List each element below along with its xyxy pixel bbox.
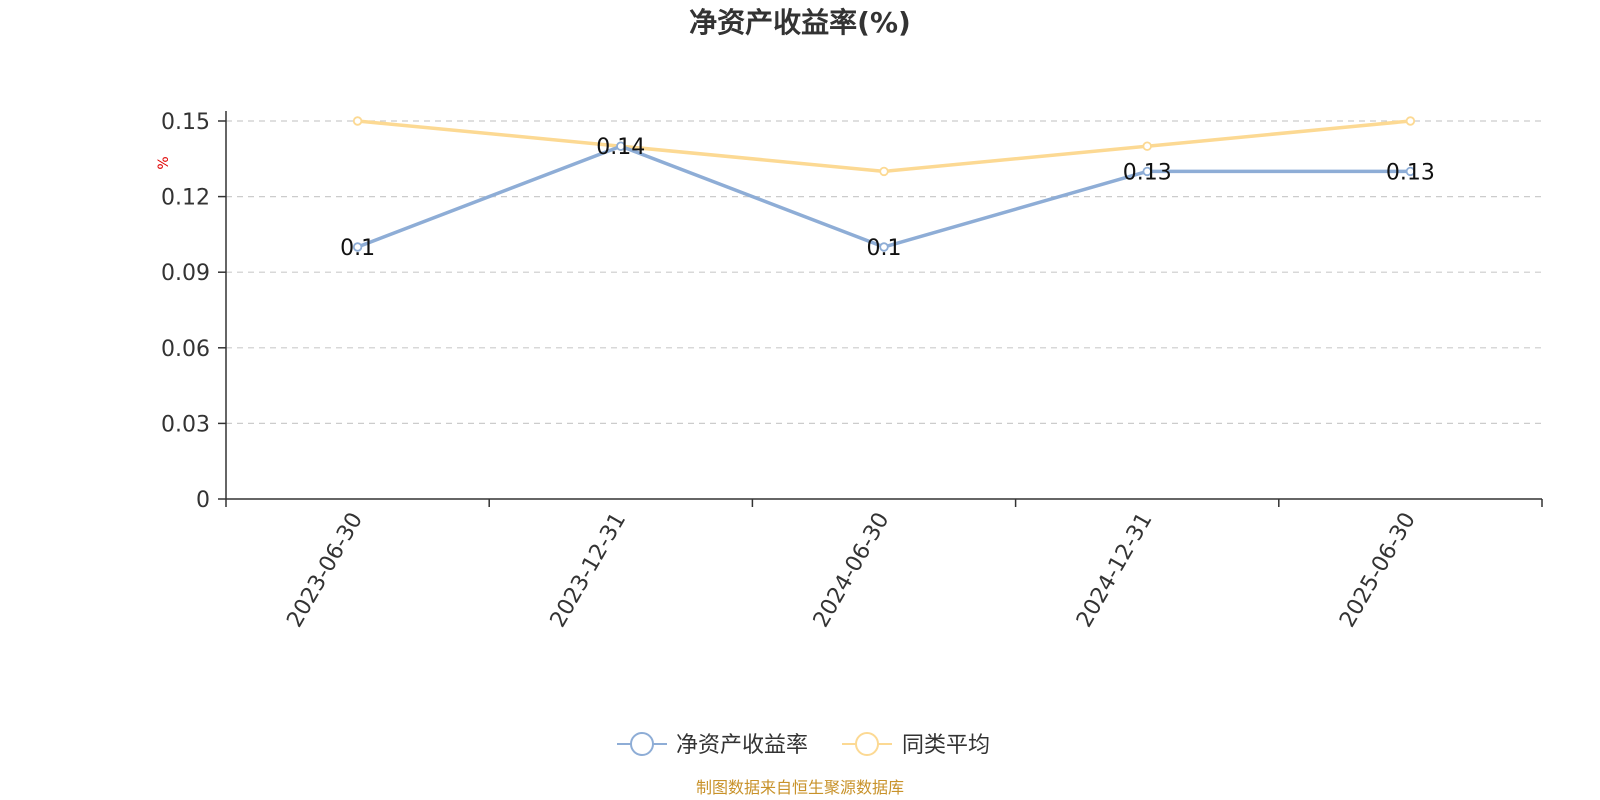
data-point[interactable] bbox=[879, 242, 889, 252]
y-tick-label: 0.09 bbox=[161, 261, 210, 286]
y-tick-label: 0 bbox=[196, 488, 210, 513]
data-point[interactable] bbox=[1142, 141, 1152, 151]
series-layer bbox=[352, 116, 1416, 252]
legend-circle-icon bbox=[630, 732, 654, 756]
y-tick-label: 0.12 bbox=[161, 186, 210, 211]
data-point[interactable] bbox=[1142, 166, 1152, 177]
axes: 0 0.03 0.06 0.09 0.12 0.15 2023-06-30 2023-12-3… bbox=[161, 110, 1543, 632]
data-labels: 0.1 0.14 0.1 0.13 0.13 bbox=[340, 135, 1435, 261]
legend-item-roe[interactable]: 净资产收益率 bbox=[617, 732, 808, 758]
data-point[interactable] bbox=[879, 166, 889, 177]
legend-label: 同类平均 bbox=[902, 733, 990, 758]
x-tick-label: 2024-06-30 bbox=[809, 509, 895, 632]
series-roe bbox=[352, 141, 1416, 252]
legend-circle-icon bbox=[855, 732, 879, 756]
y-tick-label: 0.06 bbox=[161, 337, 210, 362]
series-peer-average bbox=[352, 116, 1416, 177]
data-label: 0.13 bbox=[1123, 160, 1172, 185]
legend-label: 净资产收益率 bbox=[676, 733, 808, 758]
source-note: 制图数据来自恒生聚源数据库 bbox=[696, 778, 904, 797]
data-label: 0.13 bbox=[1386, 160, 1435, 185]
y-tick-label: 0.15 bbox=[161, 110, 210, 135]
series-line bbox=[357, 119, 1411, 174]
data-point[interactable] bbox=[352, 116, 363, 126]
y-axis-unit-label: % bbox=[156, 156, 172, 169]
x-tick-label: 2023-06-30 bbox=[282, 509, 368, 632]
data-label: 0.1 bbox=[340, 236, 375, 261]
chart-title: 净资产收益率(%) bbox=[689, 6, 911, 39]
data-point[interactable] bbox=[352, 242, 363, 252]
legend[interactable]: 净资产收益率 同类平均 bbox=[617, 732, 990, 758]
x-tick-label: 2024-12-31 bbox=[1072, 509, 1158, 632]
data-label: 0.14 bbox=[596, 135, 645, 160]
x-tick-label: 2023-12-31 bbox=[546, 509, 632, 632]
legend-item-peer-average[interactable]: 同类平均 bbox=[842, 732, 990, 758]
data-point[interactable] bbox=[1405, 166, 1416, 177]
grid-lines bbox=[226, 120, 1542, 424]
data-point[interactable] bbox=[1405, 116, 1416, 126]
x-tick-label: 2025-06-30 bbox=[1335, 509, 1421, 632]
data-point[interactable] bbox=[616, 141, 626, 151]
data-label: 0.1 bbox=[867, 236, 902, 261]
y-tick-label: 0.03 bbox=[161, 412, 210, 437]
